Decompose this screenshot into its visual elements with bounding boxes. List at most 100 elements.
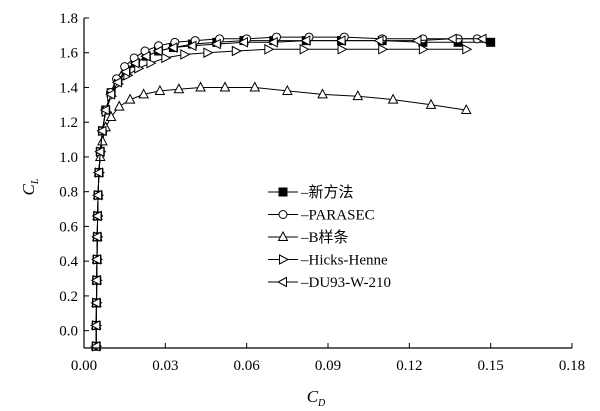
series-4	[90, 33, 487, 352]
data-point	[105, 110, 117, 121]
series-line	[95, 40, 491, 347]
data-point	[119, 66, 131, 78]
data-point	[129, 57, 140, 69]
x-tick-label: 0.18	[559, 358, 585, 374]
data-point	[267, 36, 278, 48]
data-point	[90, 297, 101, 309]
data-point	[317, 88, 328, 99]
y-tick-label: 0.4	[59, 254, 78, 270]
x-tick-label: 0.15	[478, 358, 504, 374]
y-tick-label: 1.6	[59, 46, 78, 62]
data-point	[231, 45, 242, 57]
data-point	[195, 81, 206, 92]
series-line	[95, 48, 467, 347]
legend-item: –新方法	[268, 184, 354, 201]
data-point	[138, 88, 149, 99]
data-point	[91, 231, 102, 243]
data-point	[161, 52, 172, 64]
data-point	[90, 320, 101, 331]
data-point	[335, 35, 346, 46]
series-0	[91, 36, 496, 351]
data-point	[105, 89, 116, 100]
data-point	[237, 36, 248, 48]
legend-label: –Hicks-Henne	[300, 253, 388, 269]
data-point	[486, 37, 496, 47]
x-tick-label: 0.06	[234, 358, 261, 374]
y-tick-label: 1.4	[59, 80, 78, 96]
legend-marker	[277, 230, 289, 241]
data-point	[111, 76, 122, 88]
data-point	[92, 189, 103, 201]
y-axis-title: CL	[19, 178, 41, 195]
x-axis-title: CD	[307, 387, 326, 409]
data-point	[96, 125, 107, 137]
data-point	[446, 33, 457, 45]
y-ticks: 0.0 0.2 0.4 0.6 0.8 1.0 1.2 1.4 1.6 1.8	[59, 11, 89, 340]
data-point	[92, 167, 103, 178]
data-point	[282, 84, 293, 95]
data-point	[90, 254, 102, 265]
data-point	[152, 45, 163, 57]
legend-item: –PARASEC	[268, 208, 375, 224]
plot-area	[90, 32, 496, 352]
legend-item: –B样条	[268, 229, 349, 246]
data-point	[173, 83, 185, 94]
data-point	[219, 81, 231, 92]
legend-marker	[278, 187, 288, 197]
data-point	[387, 93, 399, 104]
data-point	[167, 42, 178, 53]
data-point	[460, 103, 472, 115]
legend-label: –PARASEC	[300, 208, 375, 224]
data-point	[411, 35, 422, 46]
data-point	[352, 90, 364, 101]
legend-marker	[278, 210, 288, 219]
data-point	[124, 93, 136, 104]
x-tick-label: 0.00	[71, 358, 97, 374]
x-ticks: 0.00 0.03 0.06 0.09 0.12 0.15 0.18	[71, 343, 585, 374]
data-point	[113, 100, 125, 111]
data-point	[210, 38, 221, 50]
series-line	[95, 38, 483, 347]
axes	[83, 18, 572, 349]
data-point	[264, 43, 275, 55]
legend-marker	[276, 276, 287, 288]
y-tick-label: 1.2	[59, 115, 78, 131]
legend-label: –B样条	[300, 229, 349, 246]
data-point	[378, 43, 389, 55]
data-point	[94, 146, 105, 158]
y-tick-label: 0.8	[59, 185, 78, 201]
data-point	[373, 35, 384, 46]
data-point	[418, 43, 429, 55]
data-point	[476, 33, 487, 45]
y-tick-label: 0.6	[59, 219, 78, 235]
data-point	[90, 274, 101, 286]
y-tick-label: 1.0	[59, 150, 78, 166]
data-point	[146, 57, 157, 69]
y-tick-label: 1.8	[59, 11, 78, 27]
data-point	[91, 210, 102, 222]
x-tick-label: 0.12	[396, 358, 422, 374]
data-point	[300, 35, 311, 46]
legend-item: –Hicks-Henne	[268, 253, 388, 269]
legend-label: –DU93-W-210	[300, 275, 391, 291]
data-point	[337, 43, 348, 55]
x-tick-label: 0.03	[152, 358, 178, 374]
data-point	[97, 135, 108, 146]
data-point	[140, 50, 151, 62]
x-tick-label: 0.09	[315, 358, 341, 374]
y-tick-label: 0.2	[59, 289, 78, 305]
data-point	[99, 104, 110, 116]
data-point	[180, 49, 191, 60]
data-point	[425, 98, 437, 109]
data-point	[462, 43, 473, 55]
y-tick-label: 0.0	[59, 324, 78, 340]
legend-label: –新方法	[300, 184, 354, 201]
data-point	[203, 47, 214, 59]
data-point	[249, 81, 261, 92]
data-point	[154, 84, 166, 95]
data-point	[186, 40, 197, 52]
legend-marker	[279, 254, 290, 265]
data-point	[299, 43, 310, 55]
legend: –新方法 –PARASEC –B样条 –Hicks-Henne –DU93-W-210	[268, 184, 391, 291]
